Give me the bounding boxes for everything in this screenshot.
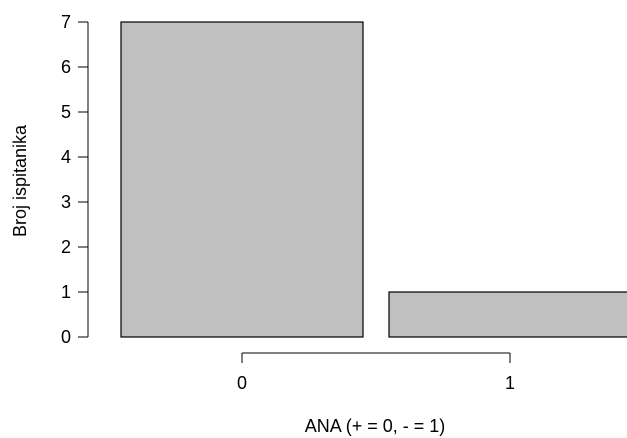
bar-1 xyxy=(388,291,627,338)
y-tick-label: 3 xyxy=(61,192,71,212)
y-axis-title: Broj ispitanika xyxy=(10,124,30,237)
y-tick-label: 6 xyxy=(61,57,71,77)
bars xyxy=(120,21,627,338)
y-tick-label: 5 xyxy=(61,102,71,122)
y-axis: 0 1 2 3 4 5 6 7 xyxy=(61,12,89,347)
x-tick-label: 1 xyxy=(505,373,515,393)
x-tick-label: 0 xyxy=(237,373,247,393)
x-axis-title: ANA (+ = 0, - = 1) xyxy=(305,416,446,436)
bar-0 xyxy=(120,21,364,338)
y-tick-label: 7 xyxy=(61,12,71,32)
y-tick-label: 2 xyxy=(61,237,71,257)
y-tick-label: 0 xyxy=(61,327,71,347)
y-tick-label: 4 xyxy=(61,147,71,167)
y-tick-label: 1 xyxy=(61,282,71,302)
